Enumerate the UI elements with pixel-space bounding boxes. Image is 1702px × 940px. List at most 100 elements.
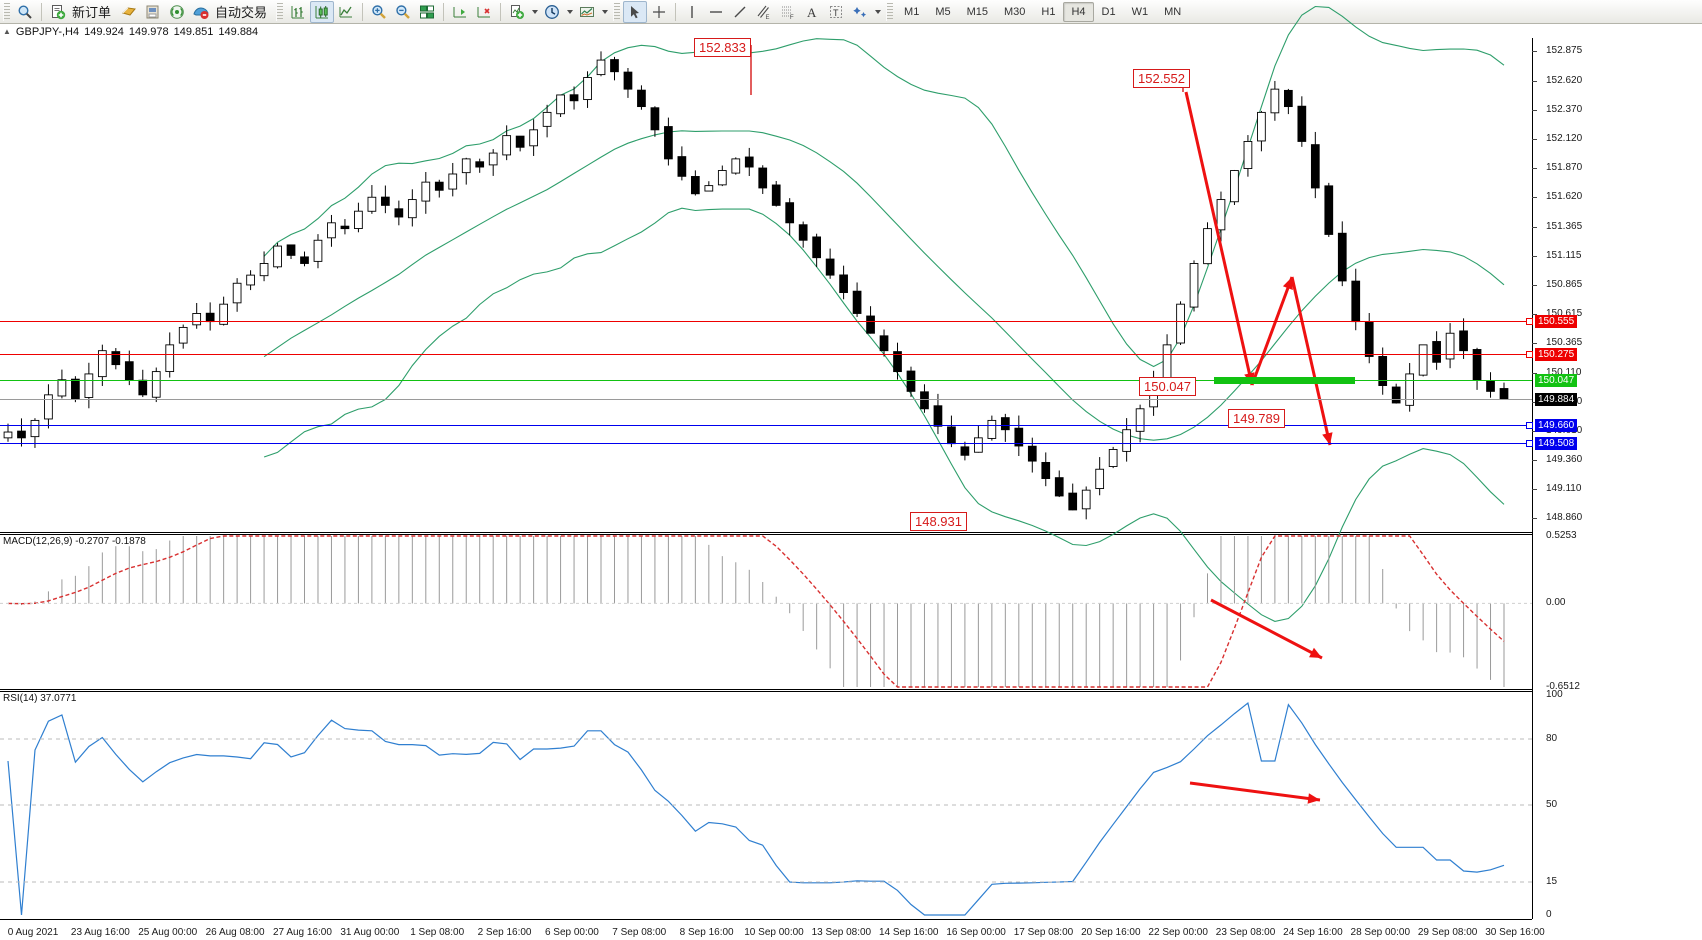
price-annotation[interactable]: 150.047	[1139, 377, 1196, 396]
price-axis-tick-label: 149.110	[1546, 482, 1582, 494]
crosshair-icon[interactable]	[647, 1, 671, 23]
candlestick-icon[interactable]	[310, 0, 335, 23]
price-level-tag[interactable]: 149.884	[1535, 393, 1578, 407]
macd-indicator-pane[interactable]	[0, 534, 1532, 689]
templates-dropdown-icon[interactable]	[599, 1, 610, 23]
timeframe-group[interactable]: M1 M5 M15 M30 H1 H4 D1 W1 MN	[896, 0, 1189, 24]
toolbar-grip-2[interactable]	[276, 2, 284, 21]
time-axis-label: 13 Sep 08:00	[811, 927, 872, 938]
price-annotation[interactable]: 152.833	[694, 38, 751, 57]
rsi-axis-tick-label: 50	[1546, 799, 1558, 810]
toolbar-grip-4[interactable]	[886, 2, 894, 21]
price-axis-tick-label: 149.360	[1546, 453, 1583, 465]
timeframe-button-h1[interactable]: H1	[1041, 5, 1056, 18]
price-level-handle[interactable]	[1526, 439, 1533, 447]
timeframe-button-m1[interactable]: M1	[904, 5, 920, 18]
trend-arrow[interactable]	[1290, 276, 1333, 446]
trend-arrow[interactable]	[1184, 91, 1255, 386]
price-level-handle[interactable]	[1526, 422, 1533, 430]
price-annotation[interactable]: 149.789	[1228, 409, 1285, 428]
new-chart-icon[interactable]	[505, 1, 529, 23]
toolbar-grip[interactable]	[3, 2, 10, 21]
support-zone-highlight[interactable]	[1214, 377, 1355, 385]
price-annotation[interactable]: 152.552	[1133, 69, 1190, 88]
price-axis-tick	[1532, 81, 1537, 82]
trendline-icon[interactable]	[728, 1, 752, 23]
chart-shift-icon[interactable]	[448, 1, 472, 23]
new-order-label[interactable]: 新订单	[72, 5, 112, 20]
price-level-line[interactable]	[0, 353, 1532, 355]
new-order-icon[interactable]	[46, 1, 70, 23]
zoom-in-icon[interactable]	[367, 1, 391, 23]
pane-separator	[0, 689, 1532, 690]
autotrading-icon[interactable]	[189, 1, 213, 23]
time-axis[interactable]: 0 Aug 2021 23 Aug 16:00 25 Aug 00:00 26 Aug…	[0, 919, 1545, 940]
rsi-indicator-pane[interactable]	[0, 691, 1532, 919]
objects-dropdown-icon[interactable]	[872, 1, 883, 23]
timeframe-button-mn[interactable]: MN	[1164, 5, 1182, 18]
bar-chart-icon[interactable]	[286, 1, 310, 23]
vertical-line-icon[interactable]	[680, 1, 704, 23]
objects-icon[interactable]	[848, 1, 872, 23]
macd-indicator-label: MACD(12,26,9) -0.2707 -0.1878	[3, 536, 146, 547]
symbol-close: 149.884	[218, 25, 259, 38]
time-axis-label: 1 Sep 08:00	[410, 927, 465, 938]
price-level-handle[interactable]	[1526, 318, 1533, 326]
price-level-line[interactable]	[0, 425, 1532, 427]
price-axis-tick	[1532, 314, 1537, 316]
time-axis-label: 30 Sep 16:00	[1485, 927, 1545, 938]
period-icon[interactable]	[540, 1, 564, 23]
print-icon[interactable]	[141, 1, 165, 23]
macd-axis-tick-label: 0.5253	[1546, 530, 1577, 541]
price-axis-tick-label: 150.365	[1546, 337, 1583, 349]
price-chart-pane[interactable]	[0, 38, 1532, 532]
symbol-low: 149.851	[173, 25, 214, 38]
period-dropdown-icon[interactable]	[564, 1, 575, 23]
price-level-line[interactable]	[0, 442, 1532, 444]
price-level-handle[interactable]	[1526, 350, 1533, 358]
signals-icon[interactable]	[165, 1, 189, 23]
svg-text:E: E	[766, 15, 770, 20]
timeframe-button-h4[interactable]: H4	[1063, 1, 1094, 22]
price-level-tag[interactable]: 149.508	[1535, 436, 1578, 450]
history-icon[interactable]	[117, 1, 141, 23]
cursor-icon[interactable]	[623, 0, 648, 23]
autotrading-label[interactable]: 自动交易	[215, 5, 268, 20]
zoom-out-icon[interactable]	[391, 1, 415, 23]
text-label-icon[interactable]: T	[824, 1, 848, 23]
text-icon[interactable]: A	[800, 1, 824, 23]
timeframe-button-m15[interactable]: M15	[966, 5, 988, 18]
line-chart-icon[interactable]	[334, 1, 358, 23]
rsi-axis-tick-label: 80	[1546, 733, 1558, 744]
rsi-axis-tick-label: 100	[1546, 689, 1563, 700]
price-level-tag[interactable]: 150.047	[1535, 374, 1578, 388]
trend-arrow[interactable]	[1250, 276, 1294, 386]
timeframe-button-w1[interactable]: W1	[1131, 5, 1149, 18]
trend-arrow[interactable]	[1210, 598, 1323, 660]
price-level-tag[interactable]: 150.275	[1535, 347, 1578, 361]
price-level-line[interactable]	[0, 380, 1532, 382]
new-chart-dropdown-icon[interactable]	[529, 1, 540, 23]
timeframe-button-m5[interactable]: M5	[935, 5, 951, 18]
templates-icon[interactable]	[575, 1, 599, 23]
price-axis-tick-label: 152.875	[1546, 45, 1583, 57]
symbol-high: 149.978	[128, 25, 169, 38]
timeframe-button-m30[interactable]: M30	[1004, 5, 1026, 18]
timeframe-button-d1[interactable]: D1	[1101, 5, 1116, 18]
toolbar-grip-3[interactable]	[613, 2, 621, 21]
chart-menu-arrow-icon[interactable]: ▲	[3, 27, 11, 36]
main-toolbar[interactable]: 新订单 自动交易	[0, 0, 1702, 24]
price-level-tag[interactable]: 149.660	[1535, 419, 1578, 433]
horizontal-line-icon[interactable]	[704, 1, 728, 23]
price-annotation[interactable]: 148.931	[910, 512, 967, 531]
equidistant-channel-icon[interactable]: E	[752, 1, 776, 23]
price-level-tag[interactable]: 150.555	[1535, 315, 1578, 329]
fibonacci-icon[interactable]: F	[776, 1, 800, 23]
search-icon[interactable]	[13, 1, 37, 23]
auto-scroll-icon[interactable]	[472, 1, 496, 23]
price-axis-tick	[1532, 488, 1537, 490]
trend-arrow[interactable]	[1189, 781, 1321, 804]
price-axis-tick-label: 150.865	[1546, 279, 1583, 290]
price-level-line[interactable]	[0, 321, 1532, 323]
tile-windows-icon[interactable]	[415, 1, 439, 23]
